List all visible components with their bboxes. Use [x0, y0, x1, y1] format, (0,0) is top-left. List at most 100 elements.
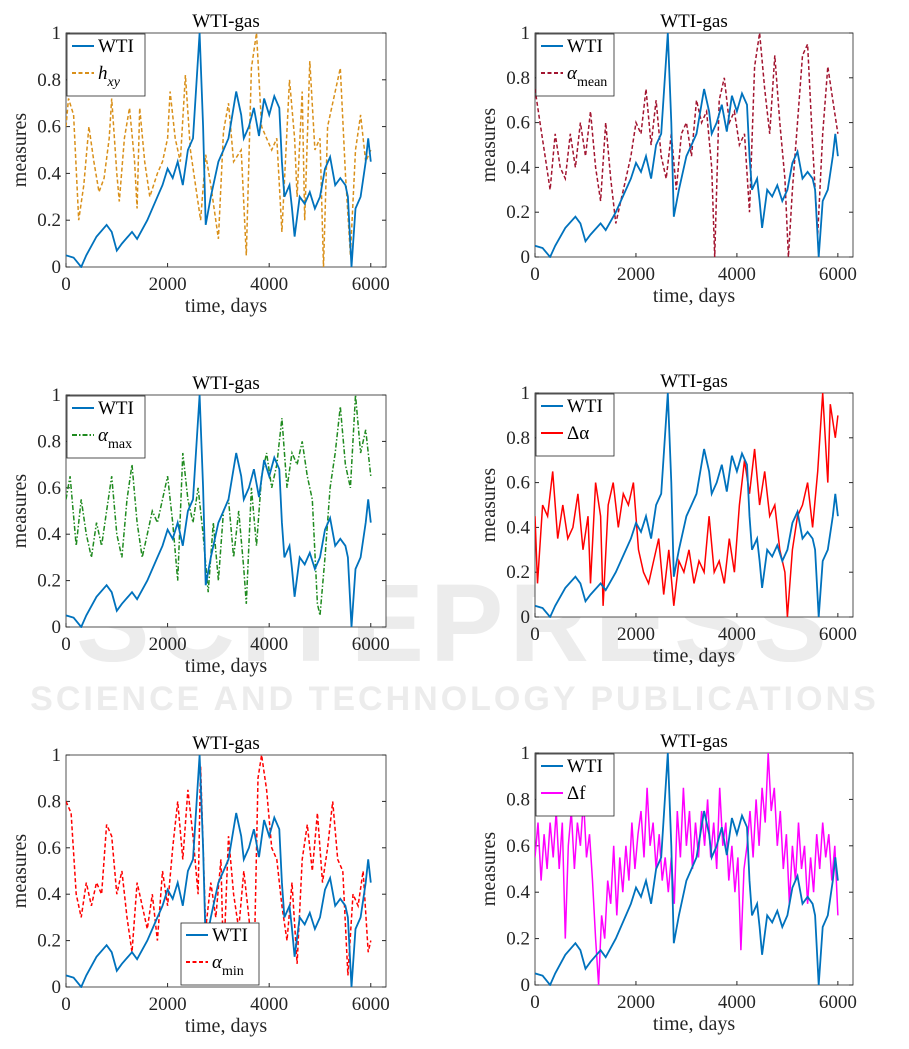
subplot-1: 0 0.2 0.4 0.6 0.8 1 0 2000 4000 6000 WTI-gas time, … — [9, 11, 390, 317]
x-tick-label: 2000 — [149, 634, 187, 655]
y-tick-label: 0.8 — [506, 428, 530, 449]
legend: WTI Δf — [535, 753, 615, 817]
y-tick-label: 0.8 — [506, 789, 530, 810]
y-tick-label: 0.8 — [37, 791, 61, 812]
y-tick-label: 1 — [521, 383, 531, 404]
y-axis-label: measures — [9, 113, 31, 188]
x-tick-label: 2000 — [617, 992, 655, 1013]
y-tick-label: 0.2 — [506, 202, 530, 223]
watermark-subtitle: SCIENCE AND TECHNOLOGY PUBLICATIONS — [30, 680, 879, 718]
series-line-WTI — [66, 394, 372, 628]
series-line-WTI — [535, 752, 839, 986]
y-tick-label: 0.6 — [506, 113, 530, 134]
x-tick-label: 2000 — [617, 624, 655, 645]
x-tick-label: 2000 — [149, 274, 187, 295]
chart-title: WTI-gas — [660, 371, 728, 392]
legend-label-main: WTI — [98, 398, 134, 419]
y-tick-label: 0.4 — [506, 882, 530, 903]
x-tick-label: 0 — [61, 994, 71, 1015]
legend: WTI αmean — [535, 33, 615, 97]
x-axis-label: time, days — [185, 295, 267, 317]
legend-label-subscript: xy — [107, 75, 121, 90]
series-line-α — [66, 754, 372, 976]
y-axis-label: measures — [478, 108, 500, 183]
legend-label: WTI — [98, 36, 134, 57]
y-tick-label: 0 — [52, 617, 62, 638]
x-tick-label: 4000 — [718, 624, 756, 645]
subplot-4: 0 0.2 0.4 0.6 0.8 1 0 2000 4000 6000 WTI-gas time, … — [478, 371, 857, 667]
series-line-Δα — [535, 392, 839, 618]
y-tick-label: 1 — [52, 385, 62, 406]
series-line-Δf — [535, 752, 839, 986]
x-tick-label: 4000 — [250, 994, 288, 1015]
x-tick-label: 0 — [530, 992, 540, 1013]
legend-label-main: α — [567, 63, 578, 84]
legend-label-subscript: mean — [577, 75, 607, 90]
y-tick-label: 0.4 — [37, 524, 61, 545]
series-line-h — [66, 32, 372, 268]
legend-label: WTI — [567, 756, 603, 777]
y-tick-label: 0.4 — [506, 517, 530, 538]
legend-label-main: WTI — [567, 396, 603, 417]
y-tick-label: 0.6 — [37, 117, 61, 138]
series-line-α — [535, 32, 839, 258]
y-tick-label: 0.8 — [37, 70, 61, 91]
chart-title: WTI-gas — [192, 733, 260, 754]
legend-label-main: α — [98, 425, 109, 446]
y-tick-label: 0.6 — [506, 473, 530, 494]
y-tick-label: 1 — [52, 745, 62, 766]
x-tick-label: 0 — [61, 274, 71, 295]
y-tick-label: 1 — [52, 23, 62, 44]
x-tick-label: 4000 — [718, 264, 756, 285]
x-tick-label: 0 — [530, 264, 540, 285]
legend-label: αmin — [212, 952, 244, 979]
legend-label: WTI — [98, 398, 134, 419]
y-tick-label: 1 — [521, 23, 531, 44]
subplot-5: 0 0.2 0.4 0.6 0.8 1 0 2000 4000 6000 WTI-gas time, … — [9, 733, 390, 1037]
legend-label: hxy — [98, 63, 121, 90]
legend-box — [535, 753, 615, 817]
y-tick-label: 0.8 — [37, 431, 61, 452]
x-tick-label: 6000 — [819, 624, 857, 645]
legend-label-main: WTI — [98, 36, 134, 57]
axes-box — [534, 32, 854, 258]
chart-title: WTI-gas — [660, 731, 728, 752]
x-axis-label: time, days — [653, 285, 735, 307]
legend: WTI Δα — [535, 393, 615, 457]
y-tick-label: 0 — [521, 975, 531, 996]
x-tick-label: 6000 — [819, 992, 857, 1013]
series-line-α — [66, 394, 372, 616]
y-tick-label: 1 — [521, 743, 531, 764]
legend-label-subscript: max — [108, 437, 132, 452]
series-line-WTI — [535, 32, 839, 258]
legend-label-main: α — [212, 952, 223, 973]
x-tick-label: 6000 — [352, 634, 390, 655]
legend-label: WTI — [212, 925, 248, 946]
x-tick-label: 6000 — [352, 274, 390, 295]
y-tick-label: 0.4 — [37, 163, 61, 184]
legend-label-main: WTI — [212, 925, 248, 946]
y-tick-label: 0.6 — [506, 836, 530, 857]
chart-title: WTI-gas — [192, 11, 260, 32]
x-axis-label: time, days — [653, 1013, 735, 1035]
y-tick-label: 0.8 — [506, 68, 530, 89]
x-tick-label: 0 — [61, 634, 71, 655]
series-line-WTI — [535, 392, 839, 618]
series-line-WTI — [66, 32, 372, 268]
legend-label-main: Δf — [567, 783, 586, 804]
y-axis-label: measures — [478, 832, 500, 907]
y-axis-label: measures — [478, 468, 500, 543]
legend-label-main: WTI — [567, 36, 603, 57]
legend: WTI αmax — [66, 395, 146, 459]
x-axis-label: time, days — [185, 1015, 267, 1037]
y-tick-label: 0.2 — [37, 931, 61, 952]
y-tick-label: 0 — [521, 607, 531, 628]
y-tick-label: 0 — [52, 257, 62, 278]
legend-label: Δf — [567, 783, 586, 804]
legend-box — [535, 33, 615, 97]
subplot-2: 0 0.2 0.4 0.6 0.8 1 0 2000 4000 6000 WTI-gas time, … — [478, 11, 857, 307]
x-tick-label: 0 — [530, 624, 540, 645]
x-tick-label: 2000 — [149, 994, 187, 1015]
legend-label-subscript: min — [222, 964, 244, 979]
